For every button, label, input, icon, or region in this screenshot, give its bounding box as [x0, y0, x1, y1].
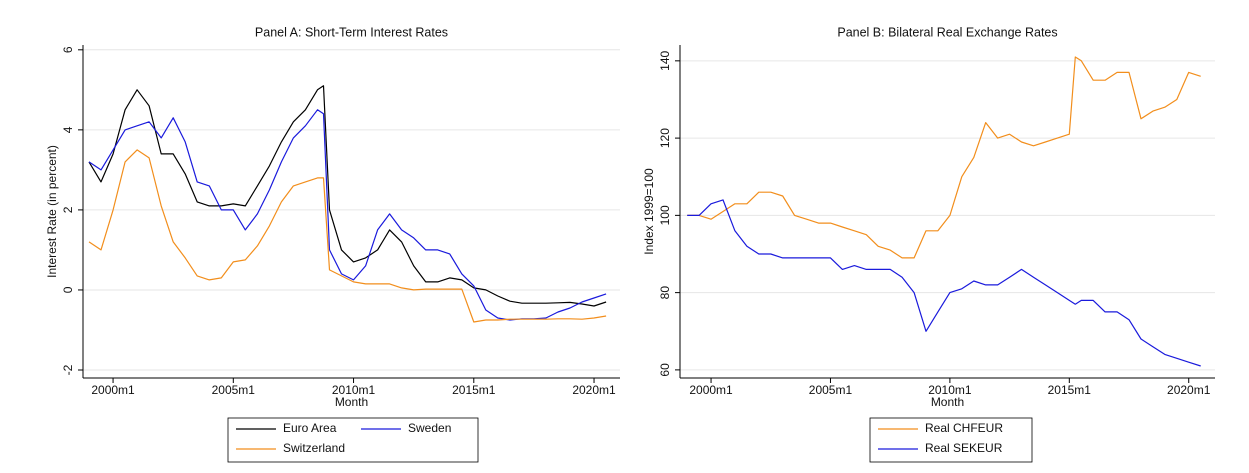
chart-title: Panel A: Short-Term Interest Rates [255, 25, 448, 39]
x-axis-label: Month [931, 395, 964, 409]
legend-label: Euro Area [283, 421, 337, 435]
legend-label: Real CHFEUR [925, 421, 1003, 435]
y-tick-label: 60 [658, 363, 672, 377]
y-tick-label: 100 [658, 205, 672, 225]
legend-label: Sweden [408, 421, 451, 435]
y-tick-label: 6 [61, 46, 75, 53]
legend-label: Real SEKEUR [925, 441, 1003, 455]
y-tick-label: 120 [658, 128, 672, 148]
series-line [88, 149, 607, 323]
x-tick-label: 2005m1 [212, 383, 256, 397]
x-tick-label: 2010m1 [928, 383, 972, 397]
x-tick-label: 2000m1 [689, 383, 733, 397]
y-axis-label: Interest Rate (in percent) [45, 145, 59, 278]
x-tick-label: 2015m1 [1048, 383, 1092, 397]
y-tick-label: 4 [61, 126, 75, 133]
x-tick-label: 2005m1 [809, 383, 853, 397]
y-tick-label: 2 [61, 206, 75, 213]
legend-label: Switzerland [283, 441, 345, 455]
y-tick-label: 0 [61, 286, 75, 293]
x-tick-label: 2010m1 [332, 383, 376, 397]
y-tick-label: 140 [658, 51, 672, 71]
y-tick-label: 80 [658, 286, 672, 300]
y-axis-label: Index 1999=100 [642, 168, 656, 255]
x-tick-label: 2020m1 [572, 383, 616, 397]
y-tick-label: -2 [61, 364, 75, 375]
series-line [88, 109, 607, 321]
legend-box [869, 417, 1033, 463]
series-line [687, 199, 1201, 367]
legend-box [227, 417, 479, 463]
x-tick-label: 2015m1 [452, 383, 496, 397]
series-line [687, 56, 1201, 259]
chart-title: Panel B: Bilateral Real Exchange Rates [837, 25, 1057, 39]
series-line [88, 85, 607, 307]
x-tick-label: 2000m1 [91, 383, 135, 397]
x-tick-label: 2020m1 [1167, 383, 1211, 397]
x-axis-label: Month [335, 395, 368, 409]
